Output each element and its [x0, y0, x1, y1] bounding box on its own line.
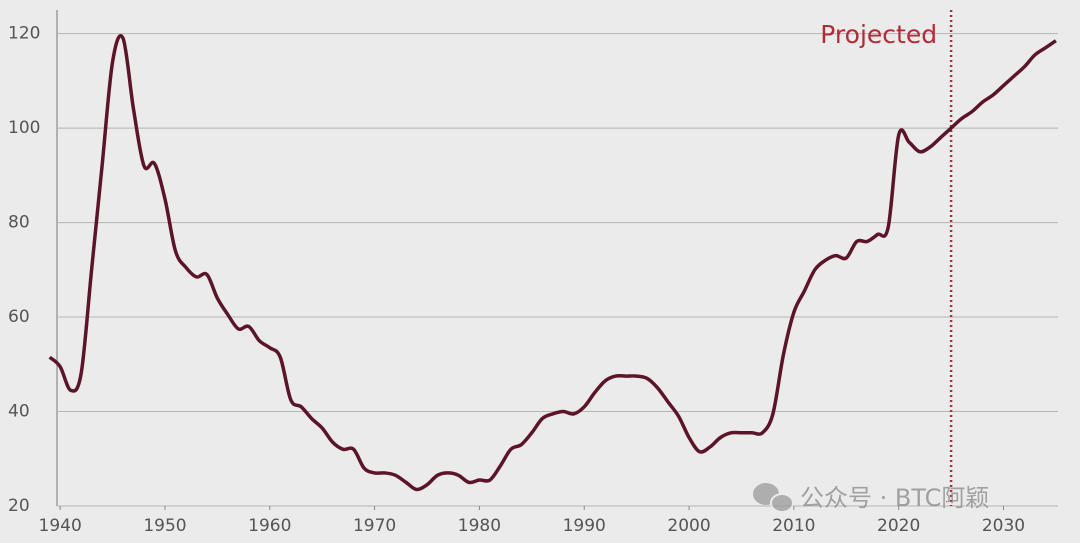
- y-tick-label: 120: [8, 24, 40, 44]
- y-tick-label: 40: [8, 402, 30, 422]
- x-tick-label: 2030: [982, 516, 1025, 536]
- x-tick-label: 1950: [143, 516, 186, 536]
- x-tick-label: 1990: [563, 516, 606, 536]
- watermark: 公众号 · BTC阿颖: [753, 483, 989, 513]
- projection-label: Projected: [820, 20, 937, 49]
- y-tick-label: 100: [8, 118, 40, 138]
- data-line: [48, 33, 1057, 492]
- x-tick-label: 2000: [667, 516, 710, 536]
- y-tick-label: 80: [8, 213, 30, 233]
- y-tick-label: 60: [8, 307, 30, 327]
- x-tick-label: 1970: [353, 516, 396, 536]
- y-tick-label: 20: [8, 496, 30, 516]
- x-tick-label: 1980: [458, 516, 501, 536]
- x-tick-label: 1940: [39, 516, 82, 536]
- watermark-icon: [770, 493, 794, 513]
- x-tick-label: 2020: [877, 516, 920, 536]
- x-tick-label: 2010: [772, 516, 815, 536]
- watermark-text: 公众号 · BTC阿颖: [800, 484, 989, 512]
- x-tick-label: 1960: [248, 516, 291, 536]
